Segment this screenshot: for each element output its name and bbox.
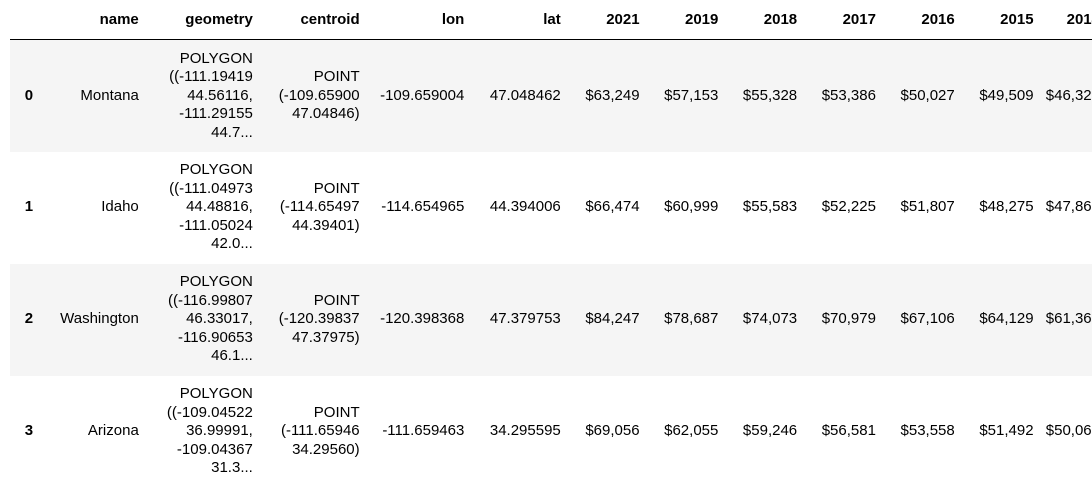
cell-2017: $52,225 xyxy=(821,198,876,216)
cell-2021: $84,247 xyxy=(585,310,640,328)
cell-centroid: POINT (-111.65946 34.29560) xyxy=(259,376,366,478)
cell-2017: $70,979 xyxy=(821,310,876,328)
cell-2019: $78,687 xyxy=(664,310,719,328)
table-row: 1 Idaho POLYGON ((-111.04973 44.48816, -… xyxy=(10,152,1092,264)
cell-2019: $62,055 xyxy=(664,422,719,440)
cell-2014: $47,861 xyxy=(1045,198,1092,216)
table-row: 2 Washington POLYGON ((-116.99807 46.330… xyxy=(10,263,1092,376)
table-row: 0 Montana POLYGON ((-111.19419 44.56116,… xyxy=(10,39,1092,152)
geometry-text: POLYGON ((-109.04522 36.99991, -109.0436… xyxy=(166,385,253,477)
cell-2014: $61,366 xyxy=(1045,310,1092,328)
header-2018: 2018 xyxy=(724,0,804,40)
row-index: 1 xyxy=(24,198,34,216)
cell-lat: 47.048462 xyxy=(489,86,561,104)
cell-2018: $74,073 xyxy=(742,310,798,328)
cell-centroid: POINT (-114.65497 44.39401) xyxy=(259,152,366,264)
cell-name: Montana xyxy=(80,86,139,104)
cell-2014: $50,068 xyxy=(1045,422,1092,440)
centroid-text: POINT (-114.65497 44.39401) xyxy=(279,179,360,234)
cell-2015: $64,129 xyxy=(979,310,1034,328)
cell-2017: $56,581 xyxy=(821,422,876,440)
cell-2017: $53,386 xyxy=(821,86,876,104)
cell-lon: -111.659463 xyxy=(382,422,465,440)
geometry-text: POLYGON ((-111.04973 44.48816, -111.0502… xyxy=(169,161,253,253)
header-lat: lat xyxy=(470,0,567,40)
cell-2016: $50,027 xyxy=(900,86,955,104)
cell-2018: $55,583 xyxy=(742,198,798,216)
cell-2015: $49,509 xyxy=(979,86,1034,104)
cell-lat: 44.394006 xyxy=(489,198,561,216)
header-2017: 2017 xyxy=(803,0,882,40)
centroid-text: POINT (-111.65946 34.29560) xyxy=(280,403,360,458)
header-2014: 2014 xyxy=(1039,0,1092,40)
header-lon: lon xyxy=(365,0,471,40)
cell-name: Washington xyxy=(60,310,139,328)
cell-centroid: POINT (-120.39837 47.37975) xyxy=(259,264,366,376)
cell-name: Idaho xyxy=(101,198,139,216)
cell-2021: $63,249 xyxy=(585,86,640,104)
cell-lon: -114.654965 xyxy=(381,198,465,216)
geometry-text: POLYGON ((-111.19419 44.56116, -111.2915… xyxy=(169,49,253,141)
cell-geometry: POLYGON ((-116.99807 46.33017, -116.9065… xyxy=(145,264,259,376)
table-header: name geometry centroid lon lat 2021 2019… xyxy=(10,0,1092,40)
header-2015: 2015 xyxy=(960,0,1040,40)
dataframe-table: name geometry centroid lon lat 2021 2019… xyxy=(10,0,1092,478)
cell-centroid: POINT (-109.65900 47.04846) xyxy=(259,40,366,152)
cell-lon: -120.398368 xyxy=(380,310,465,328)
cell-lat: 47.379753 xyxy=(489,310,561,328)
cell-2015: $48,275 xyxy=(979,198,1034,216)
centroid-text: POINT (-109.65900 47.04846) xyxy=(278,68,360,122)
cell-2016: $53,558 xyxy=(900,422,955,440)
header-2019: 2019 xyxy=(645,0,725,40)
cell-2021: $66,474 xyxy=(585,198,640,216)
header-2021: 2021 xyxy=(566,0,646,40)
row-index: 2 xyxy=(24,310,34,328)
cell-2019: $57,153 xyxy=(664,86,719,104)
header-row: name geometry centroid lon lat 2021 2019… xyxy=(10,0,1092,40)
cell-2014: $46,328 xyxy=(1045,86,1092,104)
cell-geometry: POLYGON ((-109.04522 36.99991, -109.0436… xyxy=(145,376,259,478)
centroid-text: POINT (-120.39837 47.37975) xyxy=(278,291,360,346)
row-index: 3 xyxy=(24,422,34,440)
cell-geometry: POLYGON ((-111.19419 44.56116, -111.2915… xyxy=(145,40,259,152)
geometry-text: POLYGON ((-116.99807 46.33017, -116.9065… xyxy=(168,273,253,365)
row-index: 0 xyxy=(24,86,34,104)
header-2016: 2016 xyxy=(881,0,961,40)
cell-2015: $51,492 xyxy=(979,422,1034,440)
table-row: 3 Arizona POLYGON ((-109.04522 36.99991,… xyxy=(10,376,1092,478)
header-index xyxy=(10,0,40,40)
cell-lon: -109.659004 xyxy=(380,86,465,104)
cell-geometry: POLYGON ((-111.04973 44.48816, -111.0502… xyxy=(145,152,259,264)
header-centroid: centroid xyxy=(258,0,366,40)
cell-2016: $67,106 xyxy=(900,310,955,328)
cell-2019: $60,999 xyxy=(664,198,719,216)
header-geometry: geometry xyxy=(144,0,259,40)
cell-2018: $55,328 xyxy=(742,86,798,104)
header-name: name xyxy=(39,0,145,40)
cell-2021: $69,056 xyxy=(585,422,640,440)
table-body: 0 Montana POLYGON ((-111.19419 44.56116,… xyxy=(10,39,1092,478)
cell-lat: 34.295595 xyxy=(489,422,561,440)
cell-name: Arizona xyxy=(87,422,139,440)
cell-2016: $51,807 xyxy=(900,198,955,216)
cell-2018: $59,246 xyxy=(742,422,798,440)
